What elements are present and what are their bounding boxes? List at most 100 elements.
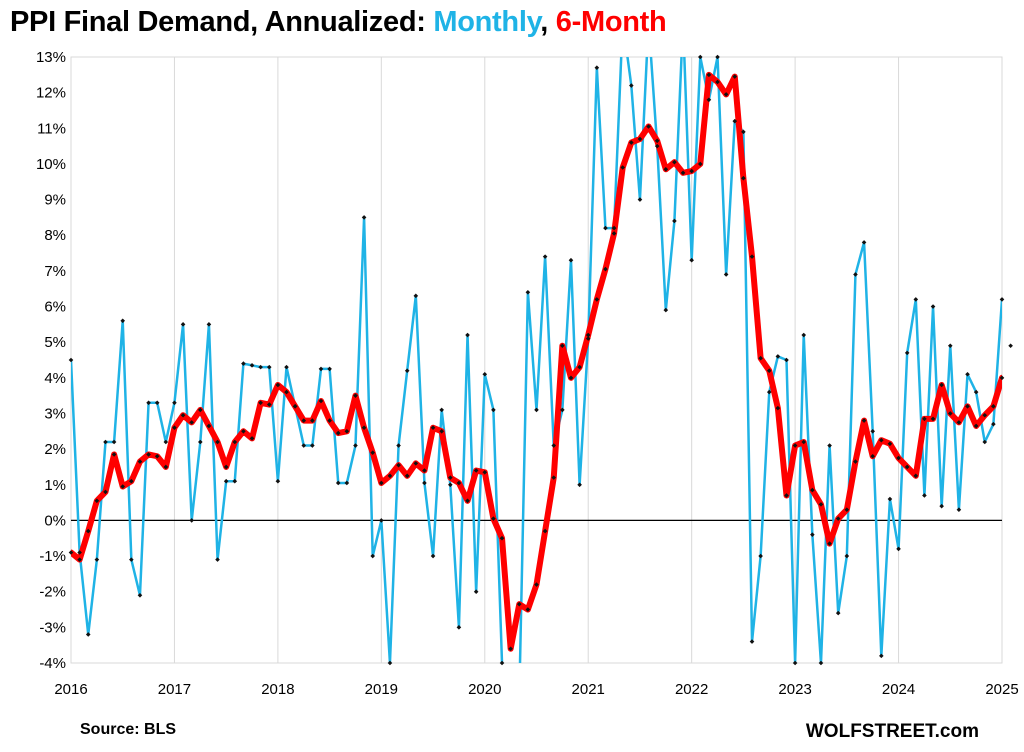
data-point	[896, 546, 901, 552]
data-point	[870, 453, 875, 459]
brand-watermark: WOLFSTREET.com	[805, 721, 979, 742]
data-point	[361, 215, 367, 220]
data-point	[922, 493, 927, 498]
data-point	[422, 480, 427, 486]
data-point	[956, 420, 962, 425]
x-tick-label: 2023	[778, 681, 811, 698]
data-point	[85, 632, 91, 637]
data-point	[835, 610, 841, 616]
y-tick-label: 12%	[36, 85, 66, 102]
data-point	[353, 443, 358, 448]
data-point	[732, 118, 738, 124]
data-point	[654, 138, 660, 144]
data-point	[887, 496, 893, 502]
data-point	[801, 332, 807, 338]
data-point	[232, 478, 238, 484]
data-point	[68, 357, 74, 363]
data-point	[801, 439, 807, 445]
data-point	[430, 425, 436, 431]
data-point	[654, 143, 660, 149]
data-point	[603, 225, 608, 231]
data-point	[439, 428, 444, 434]
data-point	[810, 487, 815, 493]
data-point	[249, 436, 255, 441]
data-point	[706, 97, 712, 103]
data-point	[844, 507, 850, 513]
data-point	[689, 257, 694, 263]
data-point	[482, 469, 488, 475]
data-point	[413, 293, 419, 299]
y-tick-label: 7%	[44, 263, 66, 280]
data-point	[447, 475, 453, 480]
data-point	[758, 553, 763, 559]
y-tick-label: 13%	[36, 49, 66, 66]
data-point	[585, 336, 591, 341]
data-point	[508, 646, 513, 652]
data-point	[465, 332, 470, 338]
data-point	[913, 297, 919, 302]
data-point	[775, 354, 781, 359]
data-point	[120, 484, 126, 489]
data-point	[396, 462, 401, 468]
data-point	[861, 240, 867, 245]
data-point	[965, 371, 970, 377]
y-tick-label: 1%	[44, 477, 66, 494]
data-point	[585, 332, 591, 338]
x-tick-label: 2022	[675, 681, 708, 698]
data-point	[913, 473, 919, 479]
data-point	[732, 74, 738, 79]
data-point	[232, 439, 238, 445]
data-point	[947, 411, 953, 416]
data-point	[223, 478, 229, 484]
data-point	[146, 452, 151, 457]
data-point	[499, 660, 505, 666]
data-point	[318, 398, 324, 404]
x-tick-label: 2017	[158, 681, 191, 698]
y-tick-label: 4%	[44, 370, 66, 387]
data-point	[180, 412, 186, 418]
data-point	[456, 480, 462, 486]
series-lines	[71, 57, 1002, 663]
y-tick-label: 6%	[44, 299, 66, 316]
x-tick-label: 2025	[985, 681, 1018, 698]
data-point	[327, 366, 332, 372]
data-point	[827, 541, 832, 546]
title-separator: ,	[540, 6, 556, 38]
data-point	[163, 439, 169, 445]
data-point	[465, 498, 470, 504]
data-point	[930, 304, 936, 309]
data-point	[249, 363, 255, 368]
data-point	[542, 254, 548, 259]
y-tick-label: 5%	[44, 334, 66, 351]
data-point	[723, 92, 729, 97]
data-point	[154, 400, 160, 406]
data-point	[689, 168, 694, 174]
data-point	[766, 389, 772, 395]
data-point	[956, 507, 962, 513]
series-markers	[68, 54, 1013, 666]
data-point	[965, 404, 970, 409]
data-point	[499, 535, 505, 541]
data-point	[629, 140, 634, 145]
data-point	[94, 557, 100, 562]
data-point	[344, 480, 350, 486]
data-point	[85, 528, 91, 534]
data-point	[301, 418, 307, 423]
data-point	[180, 322, 186, 327]
data-point	[491, 516, 496, 521]
y-tick-label: -4%	[39, 655, 66, 672]
source-note: Source: BLS	[80, 721, 177, 738]
data-point	[77, 557, 82, 562]
title-series-monthly: Monthly	[433, 6, 541, 38]
data-point	[198, 407, 203, 413]
data-point	[879, 437, 884, 443]
data-point	[447, 482, 453, 488]
data-point	[266, 364, 272, 370]
data-point	[870, 428, 875, 434]
data-point	[560, 407, 565, 413]
data-point	[215, 439, 220, 445]
data-point	[715, 54, 720, 60]
data-point	[310, 418, 315, 423]
data-point	[241, 428, 246, 434]
data-point	[361, 425, 367, 431]
